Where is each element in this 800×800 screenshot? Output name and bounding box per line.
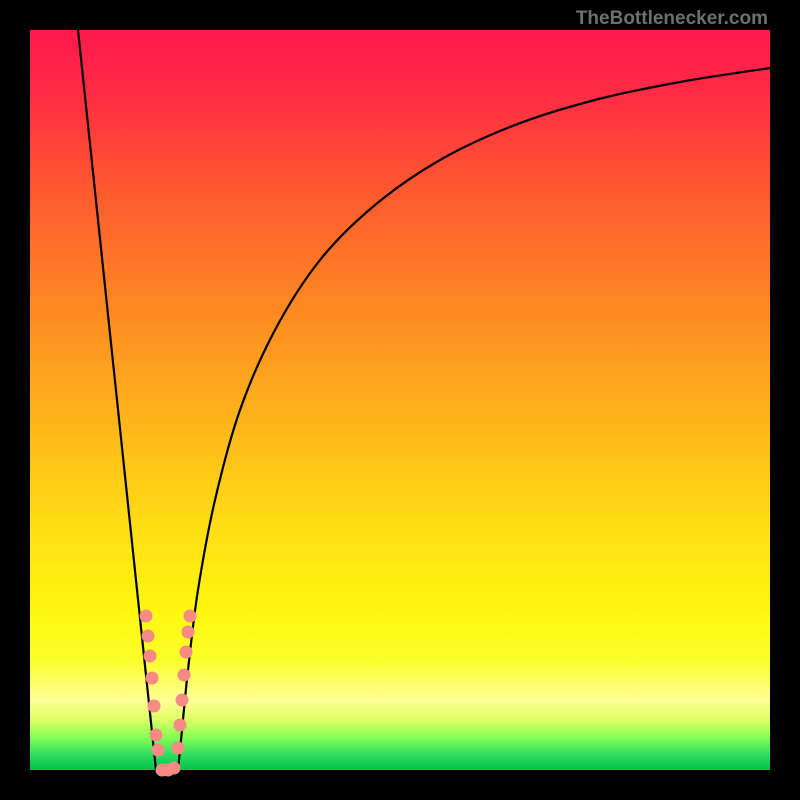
marker-dot	[180, 646, 193, 659]
marker-dot	[176, 694, 189, 707]
marker-dot	[168, 762, 181, 775]
marker-dot	[178, 669, 191, 682]
marker-dot	[144, 650, 157, 663]
marker-dot	[152, 744, 165, 757]
watermark-text: TheBottlenecker.com	[576, 8, 768, 30]
marker-dot	[182, 626, 195, 639]
plot-area	[30, 30, 770, 770]
marker-dot	[174, 719, 187, 732]
marker-dot	[140, 610, 153, 623]
marker-dot	[150, 729, 163, 742]
gradient-background	[30, 30, 770, 770]
chart-svg	[30, 30, 770, 770]
chart-container: TheBottlenecker.com	[0, 0, 800, 800]
marker-dot	[172, 742, 185, 755]
marker-dot	[184, 610, 197, 623]
marker-dot	[146, 672, 159, 685]
marker-dot	[142, 630, 155, 643]
marker-dot	[148, 700, 161, 713]
